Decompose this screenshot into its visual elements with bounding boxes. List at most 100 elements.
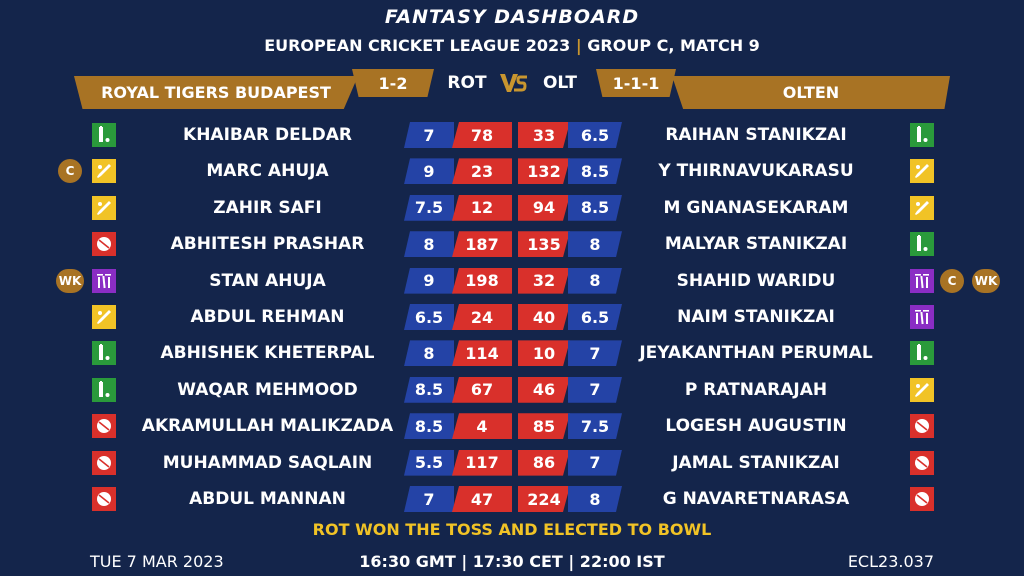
left-player-points: 114: [452, 340, 512, 367]
left-player-credits: 7: [404, 486, 454, 512]
wicket-icon: [92, 268, 116, 293]
wicketkeeper-badge: WK: [972, 268, 1000, 293]
left-player-credits: 8.5: [404, 413, 454, 440]
bat-icon: [910, 232, 934, 257]
player-row: ABHISHEK KHETERPAL 8 114 10 7 JEYAKANTHAN PER…: [0, 336, 1024, 370]
match-subtitle: EUROPEAN CRICKET LEAGUE 2023 | GROUP C, …: [0, 36, 1024, 58]
match-times: 16:30 GMT | 17:30 CET | 22:00 IST: [359, 551, 665, 571]
right-player-points: 40: [518, 304, 570, 330]
left-player-credits: 7.5: [404, 194, 454, 221]
player-row: ABDUL REHMAN 6.5 24 40 6.5 NAIM STANIKZAI: [0, 300, 1024, 334]
left-player-name: MARC AHUJA: [206, 161, 329, 182]
right-player-points: 33: [518, 122, 570, 148]
wicket-icon: [910, 268, 934, 293]
left-player-name: ABDUL REHMAN: [190, 307, 345, 327]
ball-icon: [92, 450, 116, 475]
left-player-name: STAN AHUJA: [209, 270, 326, 291]
right-player-name: Y THIRNAVUKARASU: [658, 161, 854, 182]
ball-icon: [910, 450, 934, 475]
left-team-banner: ROYAL TIGERS BUDAPEST: [74, 76, 358, 109]
left-player-points: 12: [452, 194, 512, 221]
right-player-credits: 8: [568, 231, 622, 257]
wicket-icon: [910, 305, 934, 329]
wicketkeeper-badge: WK: [56, 268, 84, 293]
right-player-credits: 7: [568, 340, 622, 366]
player-row: KHAIBAR DELDAR 7 78 33 6.5 RAIHAN STANIKZAI: [0, 118, 1024, 152]
toss-result: ROT WON THE TOSS AND ELECTED TO BOWL: [312, 520, 712, 539]
left-player-points: 117: [452, 449, 512, 476]
right-player-points: 85: [518, 413, 570, 439]
right-player-name: RAIHAN STANIKZAI: [665, 125, 847, 145]
allrounder-icon: [910, 195, 934, 220]
left-player-points: 78: [452, 122, 512, 148]
ball-icon: [92, 487, 116, 511]
allrounder-icon: [92, 305, 116, 329]
bat-icon: [910, 123, 934, 147]
right-player-credits: 7: [568, 450, 622, 476]
right-player-credits: 8: [568, 268, 622, 294]
player-row: C MARC AHUJA 9 23 132 8.5 Y THIRNAVUKARASU: [0, 154, 1024, 188]
captain-badge: C: [940, 268, 964, 293]
right-player-name: G NAVARETNARASA: [662, 489, 850, 509]
right-player-name: SHAHID WARIDU: [676, 270, 836, 291]
left-player-name: MUHAMMAD SAQLAIN: [162, 452, 373, 473]
left-player-credits: 8: [404, 340, 454, 367]
left-player-points: 4: [452, 413, 512, 440]
player-row: ABDUL MANNAN 7 47 224 8 G NAVARETNARASA: [0, 482, 1024, 516]
left-player-credits: 5.5: [404, 449, 454, 476]
left-player-name: AKRAMULLAH MALIKZADA: [141, 416, 394, 437]
right-player-name: JEYAKANTHAN PERUMAL: [639, 343, 873, 364]
right-team-banner: OLTEN: [672, 76, 950, 109]
right-player-points: 46: [518, 377, 570, 403]
left-player-name: ABHISHEK KHETERPAL: [160, 343, 375, 364]
left-player-credits: 6.5: [404, 304, 454, 330]
right-player-name: LOGESH AUGUSTIN: [665, 416, 847, 437]
subtitle-separator: |: [575, 36, 582, 55]
right-player-credits: 8: [568, 486, 622, 512]
right-player-points: 135: [518, 231, 570, 257]
right-player-name: JAMAL STANIKZAI: [672, 452, 840, 473]
right-player-points: 94: [518, 195, 570, 221]
match-date: TUE 7 MAR 2023: [90, 551, 224, 571]
captain-badge: C: [58, 159, 82, 184]
left-player-credits: 8: [404, 231, 454, 258]
ball-icon: [910, 414, 934, 439]
bat-icon: [92, 341, 116, 366]
player-row: WAQAR MEHMOOD 8.5 67 46 7 P RATNARAJAH: [0, 373, 1024, 407]
left-player-points: 67: [452, 376, 512, 403]
left-player-credits: 7: [404, 122, 454, 148]
left-team-record: 1-2: [352, 69, 434, 97]
right-player-points: 32: [518, 268, 570, 294]
allrounder-icon: [910, 377, 934, 402]
player-row: MUHAMMAD SAQLAIN 5.5 117 86 7 JAMAL STANIKZAI: [0, 446, 1024, 480]
player-row: ZAHIR SAFI 7.5 12 94 8.5 M GNANASEKARAM: [0, 191, 1024, 225]
left-player-points: 47: [452, 486, 512, 512]
left-player-name: ZAHIR SAFI: [213, 197, 322, 218]
left-player-name: WAQAR MEHMOOD: [177, 379, 358, 400]
bat-icon: [910, 341, 934, 366]
right-player-points: 86: [518, 450, 570, 476]
right-player-credits: 6.5: [568, 304, 622, 330]
left-player-name: ABDUL MANNAN: [189, 489, 346, 509]
left-player-name: KHAIBAR DELDAR: [183, 125, 352, 145]
right-player-credits: 7: [568, 377, 622, 403]
right-player-credits: 8.5: [568, 158, 622, 184]
right-player-points: 132: [518, 158, 570, 184]
left-player-credits: 8.5: [404, 376, 454, 403]
player-row: WK STAN AHUJA 9 198 32 8 SHAHID WARIDU C WK: [0, 264, 1024, 298]
league-name: EUROPEAN CRICKET LEAGUE 2023: [264, 36, 571, 55]
right-player-name: MALYAR STANIKZAI: [664, 234, 848, 255]
right-player-points: 224: [518, 486, 570, 512]
ball-icon: [92, 232, 116, 257]
player-row: AKRAMULLAH MALIKZADA 8.5 4 85 7.5 LOGESH AUGU…: [0, 409, 1024, 443]
allrounder-icon: [92, 195, 116, 220]
page-title: FANTASY DASHBOARD: [384, 6, 640, 28]
right-player-name: M GNANASEKARAM: [663, 197, 849, 218]
right-player-points: 10: [518, 340, 570, 366]
left-player-name: ABHITESH PRASHAR: [170, 234, 365, 255]
player-row: ABHITESH PRASHAR 8 187 135 8 MALYAR STANIKZAI: [0, 227, 1024, 261]
ball-icon: [92, 414, 116, 439]
right-player-credits: 8.5: [568, 195, 622, 221]
match-name: GROUP C, MATCH 9: [587, 36, 760, 55]
allrounder-icon: [910, 159, 934, 184]
